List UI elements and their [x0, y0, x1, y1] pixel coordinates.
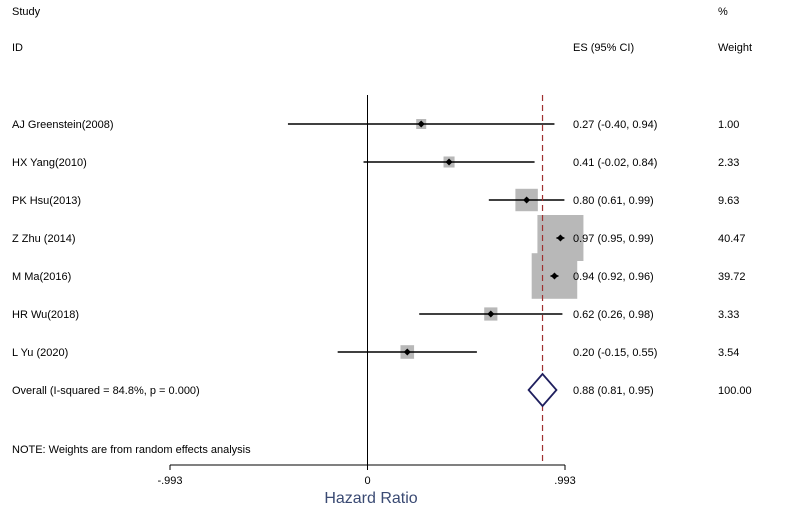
- study-label: HX Yang(2010): [12, 157, 87, 169]
- weight-label: 9.63: [718, 195, 739, 207]
- es-ci-label: 0.41 (-0.02, 0.84): [573, 157, 657, 169]
- study-label: AJ Greenstein(2008): [12, 119, 114, 131]
- forest-marks: AJ Greenstein(2008) 0.27 (-0.40, 0.94) 1.0…: [12, 95, 752, 487]
- x-tick-label: -.993: [157, 475, 182, 487]
- es-ci-label: 0.27 (-0.40, 0.94): [573, 119, 657, 131]
- percent-header: %: [718, 6, 728, 18]
- weight-header: Weight: [718, 42, 752, 54]
- study-label: Z Zhu (2014): [12, 233, 76, 245]
- study-label: PK Hsu(2013): [12, 195, 81, 207]
- weight-label: 2.33: [718, 157, 739, 169]
- overall-es-ci-label: 0.88 (0.81, 0.95): [573, 385, 654, 397]
- point-estimate: [550, 272, 558, 280]
- weight-label: 1.00: [718, 119, 739, 131]
- es-ci-label: 0.94 (0.92, 0.96): [573, 271, 654, 283]
- point-estimate: [487, 310, 495, 318]
- id-header: ID: [12, 42, 23, 54]
- weight-label: 3.33: [718, 309, 739, 321]
- x-axis-title: Hazard Ratio: [324, 490, 417, 507]
- es-ci-label: 0.80 (0.61, 0.99): [573, 195, 654, 207]
- study-label: HR Wu(2018): [12, 309, 79, 321]
- overall-diamond: [527, 372, 558, 408]
- es-ci-header: ES (95% CI): [573, 42, 634, 54]
- overall-label: Overall (I-squared = 84.8%, p = 0.000): [12, 385, 200, 397]
- weight-label: 3.54: [718, 347, 739, 359]
- x-tick-label: .993: [554, 475, 575, 487]
- point-estimate: [556, 234, 564, 242]
- x-tick-label: 0: [364, 475, 370, 487]
- es-ci-label: 0.62 (0.26, 0.98): [573, 309, 654, 321]
- weight-label: 39.72: [718, 271, 746, 283]
- study-label: M Ma(2016): [12, 271, 71, 283]
- study-label: L Yu (2020): [12, 347, 68, 359]
- weight-label: 40.47: [718, 233, 746, 245]
- study-header: Study: [12, 6, 41, 18]
- overall-weight-label: 100.00: [718, 385, 752, 397]
- note-text: NOTE: Weights are from random effects an…: [12, 444, 251, 456]
- point-estimate: [523, 196, 531, 204]
- point-estimate: [445, 158, 453, 166]
- es-ci-label: 0.97 (0.95, 0.99): [573, 233, 654, 245]
- point-estimate: [417, 120, 425, 128]
- es-ci-label: 0.20 (-0.15, 0.55): [573, 347, 657, 359]
- point-estimate: [403, 348, 411, 356]
